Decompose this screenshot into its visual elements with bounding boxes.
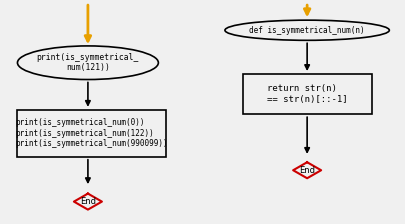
Text: End: End xyxy=(80,197,96,206)
Bar xyxy=(243,74,372,114)
Bar xyxy=(17,110,166,157)
Text: print(is_symmetrical_
num(121)): print(is_symmetrical_ num(121)) xyxy=(37,53,139,72)
Text: print(is_symmetrical_num(0))
print(is_symmetrical_num(122))
print(is_symmetrical: print(is_symmetrical_num(0)) print(is_sy… xyxy=(15,118,168,148)
Text: End: End xyxy=(299,166,315,175)
Text: def is_symmetrical_num(n): def is_symmetrical_num(n) xyxy=(249,26,365,35)
Text: return str(n)
== str(n)[::-1]: return str(n) == str(n)[::-1] xyxy=(267,84,347,104)
